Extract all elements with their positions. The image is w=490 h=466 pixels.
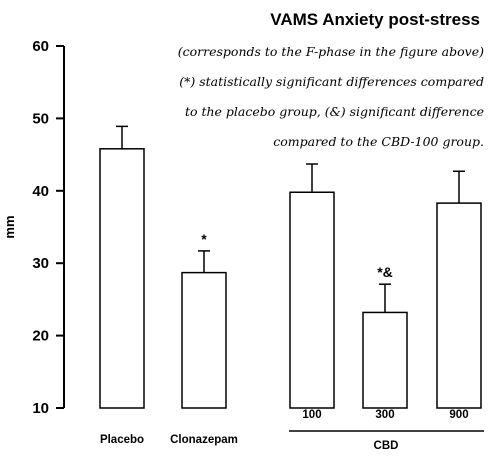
- category-label-3: 300: [375, 409, 394, 421]
- bar-2: [289, 191, 335, 409]
- cbd-group-label: CBD: [374, 440, 399, 452]
- y-tick-label-4: 50: [32, 110, 49, 127]
- bar-1: [181, 271, 227, 409]
- bar-0: [99, 148, 145, 409]
- bar-3: [362, 311, 408, 409]
- y-tick-label-3: 40: [32, 183, 49, 200]
- significance-label-3: *&: [377, 264, 393, 280]
- y-tick-label-2: 30: [32, 255, 49, 272]
- category-label-2: 100: [302, 409, 321, 421]
- category-label-0: Placebo: [100, 434, 144, 446]
- y-tick-label-5: 60: [32, 38, 49, 55]
- category-label-4: 900: [449, 409, 468, 421]
- y-tick-label-1: 20: [32, 328, 49, 345]
- y-tick-label-0: 10: [32, 400, 49, 417]
- chart-note-1: (corresponds to the F-phase in the figur…: [178, 44, 484, 59]
- y-axis-label: mm: [2, 215, 17, 238]
- chart-note-3: to the placebo group, (&) significant di…: [185, 104, 484, 119]
- category-label-1: Clonazepam: [170, 434, 238, 446]
- bar-4: [436, 202, 482, 409]
- chart-note-4: compared to the CBD-100 group.: [273, 134, 484, 149]
- chart-title: VAMS Anxiety post-stress: [270, 10, 480, 29]
- chart-note-2: (*) statistically significant difference…: [179, 74, 484, 89]
- significance-label-1: *: [201, 231, 207, 247]
